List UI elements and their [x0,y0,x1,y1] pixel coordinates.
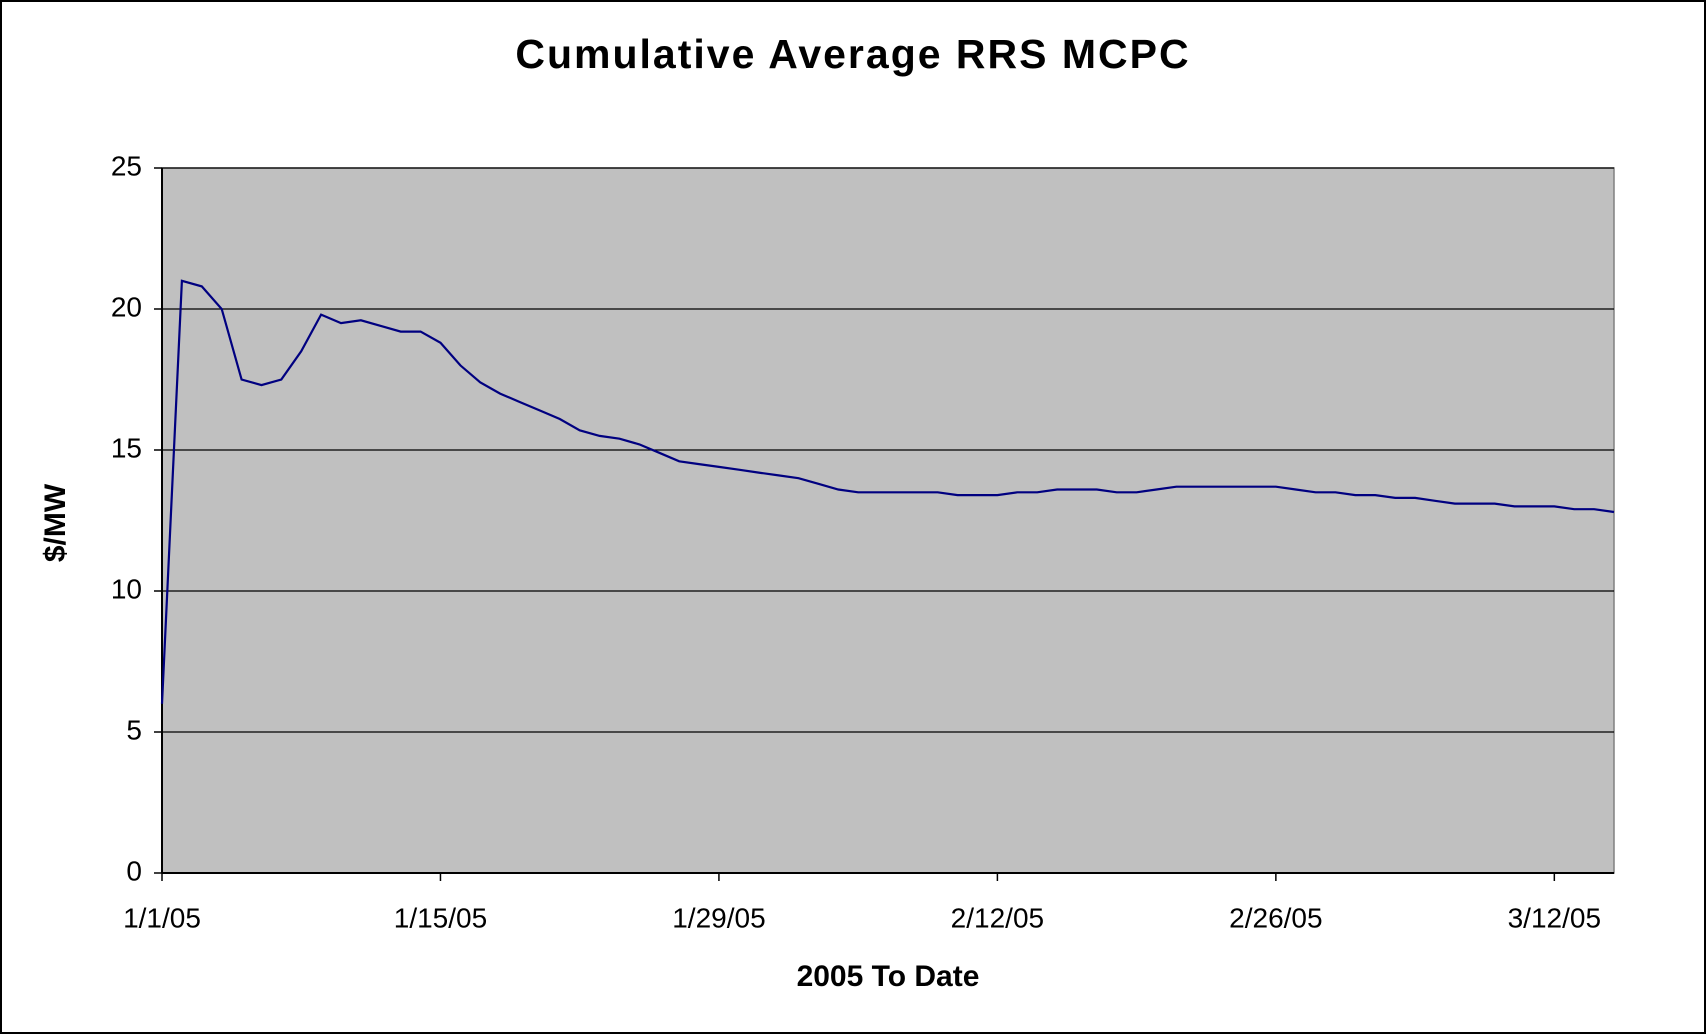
y-axis-label: $/MW [39,483,72,562]
y-tick-label: 5 [126,714,142,745]
data-line [160,279,1615,704]
x-tick-label: 1/1/05 [123,902,201,933]
x-axis-label: 2005 To Date [797,960,980,993]
y-tick-label: 0 [126,855,142,886]
x-tick-label: 2/12/05 [951,902,1044,933]
x-tick-label: 2/26/05 [1229,902,1322,933]
y-tick-label: 10 [111,573,142,604]
y-tick-label: 20 [111,291,142,322]
x-tick-label: 3/12/05 [1508,902,1601,933]
chart-title: Cumulative Average RRS MCPC [515,31,1190,77]
y-tick-label: 15 [111,432,142,463]
plot-area [161,167,1615,874]
x-tick-label: 1/15/05 [394,902,487,933]
y-tick-label: 25 [111,150,142,181]
x-tick-label: 1/29/05 [672,902,765,933]
